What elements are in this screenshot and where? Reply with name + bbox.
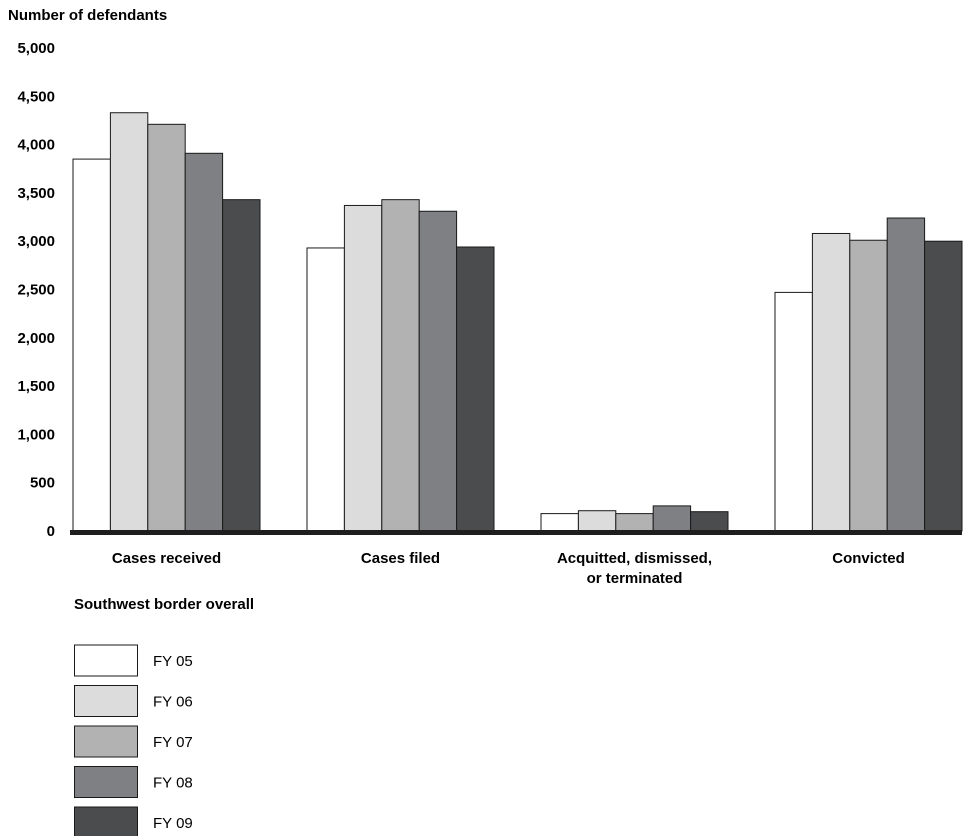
legend-swatch [74, 644, 138, 677]
bar [886, 217, 926, 532]
y-axis-title: Number of defendants [8, 7, 167, 24]
bar [774, 291, 813, 532]
bar [343, 204, 383, 532]
y-tick-label: 4,500 [17, 88, 55, 105]
legend-label: FY 07 [153, 734, 193, 751]
bar [147, 123, 186, 532]
legend-swatch [74, 766, 138, 798]
legend-swatch [74, 685, 138, 717]
y-tick-labels: 0 500 1,000 1,500 2,000 2,500 3,000 3,500 4,000 4… [17, 40, 55, 540]
legend: FY 05 FY 06 FY 07 FY 08 FY 09 [74, 644, 193, 836]
bar [184, 152, 224, 532]
y-tick-label: 2,500 [17, 282, 55, 299]
bar [924, 240, 963, 532]
bar [222, 199, 261, 532]
x-axis-baseline [70, 530, 962, 535]
y-tick-label: 0 [47, 523, 55, 540]
category-label: Convicted [832, 550, 905, 567]
y-tick-label: 1,500 [17, 378, 55, 395]
bar [109, 112, 149, 532]
bar [418, 210, 458, 532]
y-tick-label: 3,500 [17, 185, 55, 202]
legend-swatch [74, 725, 138, 758]
y-tick-label: 3,000 [17, 233, 55, 250]
legend-title: Southwest border overall [74, 596, 254, 613]
category-label: Cases received [112, 550, 221, 567]
bar [690, 511, 729, 532]
category-label: Acquitted, dismissed, [557, 550, 712, 567]
bar [456, 246, 495, 532]
bar [849, 239, 888, 532]
legend-label: FY 05 [153, 653, 193, 670]
y-tick-label: 2,000 [17, 330, 55, 347]
legend-swatch [74, 806, 138, 836]
bar [540, 513, 579, 532]
bar [811, 232, 851, 532]
bar [381, 199, 420, 532]
bar [652, 505, 692, 532]
bar [615, 513, 654, 532]
bar [306, 247, 345, 532]
y-tick-label: 5,000 [17, 40, 55, 57]
category-labels: Cases received Cases filed Acquitted, dism… [112, 550, 905, 587]
y-tick-label: 4,000 [17, 137, 55, 154]
bars [72, 112, 963, 532]
y-tick-label: 500 [30, 475, 55, 492]
bar [72, 158, 111, 532]
legend-label: FY 09 [153, 815, 193, 832]
category-label: or terminated [587, 570, 683, 587]
category-label: Cases filed [361, 550, 440, 567]
legend-label: FY 06 [153, 694, 193, 711]
bar [577, 510, 617, 532]
y-tick-label: 1,000 [17, 426, 55, 443]
legend-label: FY 08 [153, 775, 193, 792]
